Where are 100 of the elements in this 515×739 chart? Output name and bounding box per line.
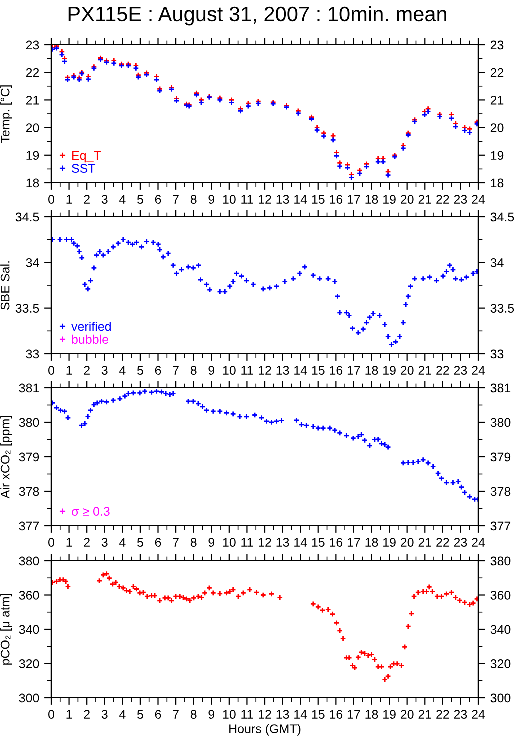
x-tick-label: 23 (454, 195, 468, 204)
y2-tick-label: 23 (490, 40, 504, 50)
x-tick-label: 19 (384, 710, 396, 719)
y2-tick-label: 33.5 (490, 304, 514, 313)
x-tick-label: 12 (259, 538, 272, 547)
x-tick-label: 16 (330, 366, 343, 375)
y-tick-label: 20 (26, 124, 40, 132)
x-tick-label: 1 (66, 366, 72, 375)
x-tick-label: 19 (384, 538, 396, 547)
x-tick-label: 23 (454, 366, 468, 375)
x-tick-label: 9 (208, 366, 215, 375)
x-tick-label: 4 (119, 538, 126, 547)
y2-tick-label: 21 (490, 96, 504, 105)
x-tick-label: 15 (312, 710, 325, 719)
y-tick-label: 380 (19, 418, 40, 428)
x-tick-label: 16 (330, 710, 343, 719)
x-tick-label: 4 (119, 195, 126, 204)
y2-tick-label: 378 (490, 487, 511, 496)
y2-tick-label: 320 (490, 660, 511, 668)
x-tick-label: 24 (472, 710, 486, 719)
x-tick-label: 5 (137, 366, 144, 375)
x-tick-label: 0 (48, 366, 54, 375)
y2-tick-label: 34 (490, 258, 504, 268)
y-tick-label: 33 (26, 350, 40, 359)
y2-tick-label: 360 (490, 591, 511, 600)
x-tick-label: 20 (401, 538, 414, 547)
x-tick-label: 0 (48, 538, 54, 547)
y2-tick-label: 380 (490, 418, 511, 428)
x-tick-label: 16 (330, 195, 343, 204)
x-tick-label: 20 (401, 195, 414, 204)
y-axis-title: Temp. [°C] (0, 86, 12, 143)
y2-tick-label: 18 (491, 178, 504, 188)
x-tick-label: 11 (242, 195, 254, 204)
y-tick-label: 360 (19, 591, 40, 600)
y-tick-label: 23 (26, 40, 40, 50)
x-tick-label: 13 (276, 366, 290, 375)
x-tick-label: 21 (418, 195, 432, 204)
y2-tick-label: 377 (490, 522, 511, 531)
x-tick-label: 19 (384, 366, 396, 375)
y-tick-label: 381 (19, 384, 40, 393)
x-tick-label: 18 (366, 366, 378, 375)
x-tick-label: 2 (84, 710, 90, 719)
x-tick-label: 6 (155, 710, 162, 719)
x-tick-label: 20 (401, 710, 414, 719)
x-tick-label: 15 (312, 538, 325, 547)
x-tick-label: 11 (242, 710, 254, 719)
y-axis-title: SBE Sal. (0, 262, 10, 310)
x-tick-label: 11 (242, 538, 254, 547)
legend-label: verified (72, 322, 111, 332)
x-tick-label: 17 (348, 538, 360, 547)
y2-tick-label: 19 (491, 151, 504, 160)
y2-tick-label: 380 (490, 556, 511, 566)
y-tick-label: 18 (26, 178, 40, 188)
x-tick-label: 4 (119, 366, 126, 375)
x-tick-label: 8 (190, 710, 197, 719)
y2-tick-label: 300 (490, 694, 511, 703)
x-tick-label: 6 (155, 366, 162, 375)
x-tick-label: 13 (276, 710, 290, 719)
x-tick-label: 3 (102, 710, 108, 719)
x-tick-label: 18 (366, 710, 378, 719)
x-tick-label: 12 (259, 195, 272, 204)
x-tick-label: 7 (173, 366, 179, 375)
x-tick-label: 9 (208, 710, 215, 719)
x-tick-label: 14 (294, 366, 308, 375)
x-tick-label: 15 (312, 366, 325, 375)
x-tick-label: 7 (173, 538, 179, 547)
y-tick-label: 21 (26, 96, 40, 105)
x-tick-label: 11 (242, 366, 254, 375)
x-axis-title: Hours (GMT) (230, 724, 301, 736)
y2-tick-label: 34.5 (490, 212, 514, 222)
x-tick-label: 12 (259, 710, 272, 719)
x-tick-label: 10 (223, 195, 236, 204)
x-tick-label: 17 (348, 710, 360, 719)
y-tick-label: 377 (19, 522, 40, 531)
x-tick-label: 2 (84, 538, 90, 547)
y-tick-label: 379 (19, 452, 40, 462)
x-tick-label: 18 (366, 538, 378, 547)
x-tick-label: 2 (84, 366, 90, 375)
x-tick-label: 3 (102, 538, 108, 547)
x-tick-label: 20 (401, 366, 414, 375)
x-tick-label: 22 (436, 366, 450, 375)
y-tick-label: 320 (19, 660, 40, 668)
x-tick-label: 23 (454, 538, 468, 547)
y-tick-label: 34 (26, 258, 40, 268)
legend-label: bubble (72, 334, 108, 344)
y2-tick-label: 33 (490, 350, 504, 359)
x-tick-label: 24 (472, 538, 486, 547)
x-tick-label: 22 (436, 710, 450, 719)
x-tick-label: 3 (102, 195, 108, 204)
x-tick-label: 14 (294, 195, 308, 204)
x-tick-label: 15 (312, 195, 325, 204)
x-tick-label: 8 (190, 195, 197, 204)
y2-tick-label: 381 (490, 384, 511, 393)
x-tick-label: 10 (223, 710, 236, 719)
y-tick-label: 340 (19, 625, 40, 634)
x-tick-label: 16 (330, 538, 343, 547)
x-tick-label: 10 (223, 366, 236, 375)
x-tick-label: 6 (155, 195, 162, 204)
x-tick-label: 13 (276, 195, 290, 204)
x-tick-label: 7 (173, 710, 179, 719)
